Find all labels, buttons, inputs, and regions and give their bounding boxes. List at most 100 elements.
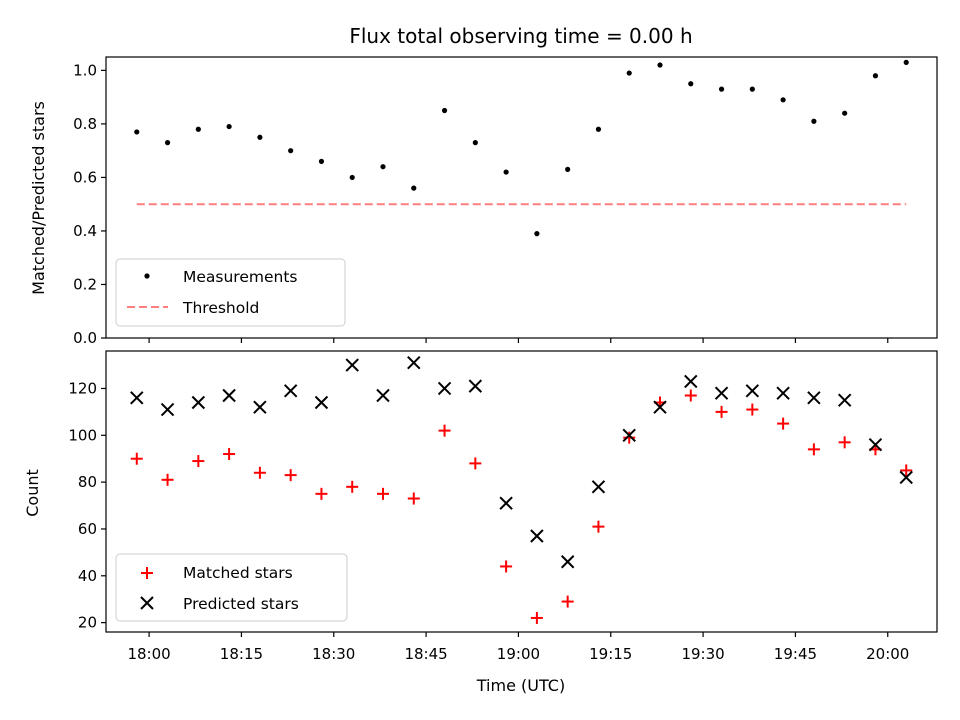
measurement-point bbox=[134, 129, 140, 135]
predicted-stars-point bbox=[283, 384, 298, 398]
count-x-tick-label: 19:00 bbox=[497, 645, 540, 663]
ratio-axes-frame bbox=[105, 56, 938, 339]
ratio-legend-box bbox=[115, 258, 346, 327]
x-axis-label: Time (UTC) bbox=[476, 676, 565, 695]
count-ticks: 20 40 60 80 100 120 18:00 18:15 18:30 18:45 19:00 1… bbox=[68, 379, 909, 663]
count-legend: Matched stars Predicted stars bbox=[115, 553, 348, 622]
measurement-point bbox=[626, 70, 632, 76]
matched-stars-point bbox=[838, 436, 851, 449]
count-y-tick-label: 100 bbox=[68, 426, 97, 444]
count-y-tick-label: 120 bbox=[68, 379, 97, 397]
matched-stars-point bbox=[807, 443, 820, 456]
predicted-stars-point bbox=[560, 555, 575, 569]
matched-legend-marker bbox=[141, 567, 153, 579]
predicted-stars-point bbox=[376, 388, 390, 403]
measurement-point bbox=[595, 126, 602, 132]
predicted-stars-point bbox=[591, 480, 606, 494]
matched-stars-point bbox=[130, 452, 143, 465]
ratio-panel: 0.0 0.2 0.4 0.6 0.8 1.0 Matched/Predicted sta… bbox=[29, 56, 938, 347]
ratio-ticks: 0.0 0.2 0.4 0.6 0.8 1.0 bbox=[73, 61, 889, 347]
matched-stars-point bbox=[346, 480, 359, 493]
predicted-stars-point bbox=[837, 393, 852, 407]
count-y-tick-label: 80 bbox=[78, 473, 97, 491]
predicted-stars-point bbox=[222, 388, 236, 403]
measurement-point bbox=[411, 185, 417, 191]
predicted-stars-point bbox=[684, 374, 698, 389]
predicted-stars-point bbox=[499, 496, 513, 510]
predicted-stars-point bbox=[653, 400, 667, 414]
matched-stars-point bbox=[223, 448, 236, 461]
measurement-point bbox=[288, 148, 294, 154]
measurement-point bbox=[164, 140, 171, 146]
matched-stars-point bbox=[192, 455, 205, 468]
count-x-tick-label: 18:30 bbox=[312, 645, 355, 663]
count-panel: 20 40 60 80 100 120 18:00 18:15 18:30 18:45 19:00 1… bbox=[23, 350, 938, 695]
measurement-point bbox=[903, 59, 909, 65]
ratio-marks bbox=[134, 59, 909, 237]
matched-stars-point bbox=[592, 520, 605, 533]
measurement-point bbox=[842, 110, 848, 116]
ratio-y-axis-label: Matched/Predicted stars bbox=[29, 101, 48, 295]
measurement-point bbox=[503, 169, 509, 175]
predicted-stars-point bbox=[191, 395, 206, 410]
measurement-point bbox=[565, 166, 571, 172]
matched-stars-point bbox=[500, 560, 513, 573]
measurement-point bbox=[318, 158, 325, 164]
count-x-tick-label: 18:15 bbox=[220, 645, 263, 663]
predicted-stars-point bbox=[868, 437, 883, 452]
predicted-stars-point bbox=[622, 428, 636, 443]
measurement-point bbox=[718, 86, 725, 92]
matched-stars-point bbox=[253, 466, 266, 479]
measurement-point bbox=[472, 140, 478, 146]
count-y-tick-label: 60 bbox=[78, 520, 97, 538]
matched-stars-point bbox=[469, 457, 482, 470]
predicted-stars-point bbox=[807, 391, 821, 405]
predicted-legend-label: Predicted stars bbox=[183, 595, 299, 613]
predicted-stars-point bbox=[745, 384, 760, 398]
count-x-tick-label: 19:45 bbox=[774, 645, 817, 663]
count-marks bbox=[130, 356, 913, 624]
count-y-tick-label: 40 bbox=[78, 567, 97, 585]
matched-stars-point bbox=[530, 611, 543, 624]
measurement-point bbox=[688, 81, 694, 87]
count-x-tick-label: 18:45 bbox=[404, 645, 447, 663]
matched-stars-point bbox=[407, 492, 420, 505]
matched-stars-point bbox=[284, 469, 297, 482]
matched-legend-label: Matched stars bbox=[183, 564, 293, 582]
predicted-stars-point bbox=[314, 395, 329, 410]
measurements-legend-label: Measurements bbox=[183, 268, 298, 286]
measurement-point bbox=[780, 97, 786, 103]
count-legend-box bbox=[115, 553, 348, 622]
measurement-point bbox=[441, 107, 448, 114]
measurement-point bbox=[380, 164, 386, 170]
predicted-stars-point bbox=[468, 379, 483, 393]
predicted-stars-point bbox=[776, 386, 790, 400]
ratio-y-tick-label: 0.2 bbox=[73, 275, 97, 293]
ratio-legend: Measurements Threshold bbox=[115, 258, 346, 327]
count-x-tick-label: 19:30 bbox=[681, 645, 724, 663]
matched-stars-point bbox=[561, 595, 574, 608]
predicted-stars-point bbox=[407, 356, 421, 370]
measurement-point bbox=[195, 126, 201, 132]
matched-stars-point bbox=[777, 417, 790, 430]
matched-stars-point bbox=[623, 431, 636, 444]
count-y-axis-label: Count bbox=[23, 469, 42, 517]
measurement-point bbox=[811, 118, 817, 124]
matched-stars-point bbox=[315, 487, 328, 500]
ratio-y-tick-label: 0.4 bbox=[73, 222, 97, 240]
ratio-y-tick-label: 0.6 bbox=[73, 168, 97, 186]
predicted-stars-point bbox=[437, 381, 452, 396]
predicted-stars-point bbox=[899, 470, 913, 485]
matched-stars-point bbox=[161, 473, 174, 486]
figure-title: Flux total observing time = 0.00 h bbox=[349, 24, 692, 48]
predicted-stars-point bbox=[530, 529, 544, 543]
count-y-tick-label: 20 bbox=[78, 614, 97, 632]
predicted-stars-point bbox=[345, 358, 359, 372]
matched-stars-point bbox=[746, 403, 759, 416]
matched-stars-point bbox=[438, 424, 451, 437]
measurement-point bbox=[657, 62, 663, 68]
predicted-stars-point bbox=[253, 400, 267, 414]
measurement-point bbox=[872, 73, 879, 79]
matched-stars-point bbox=[377, 487, 389, 500]
